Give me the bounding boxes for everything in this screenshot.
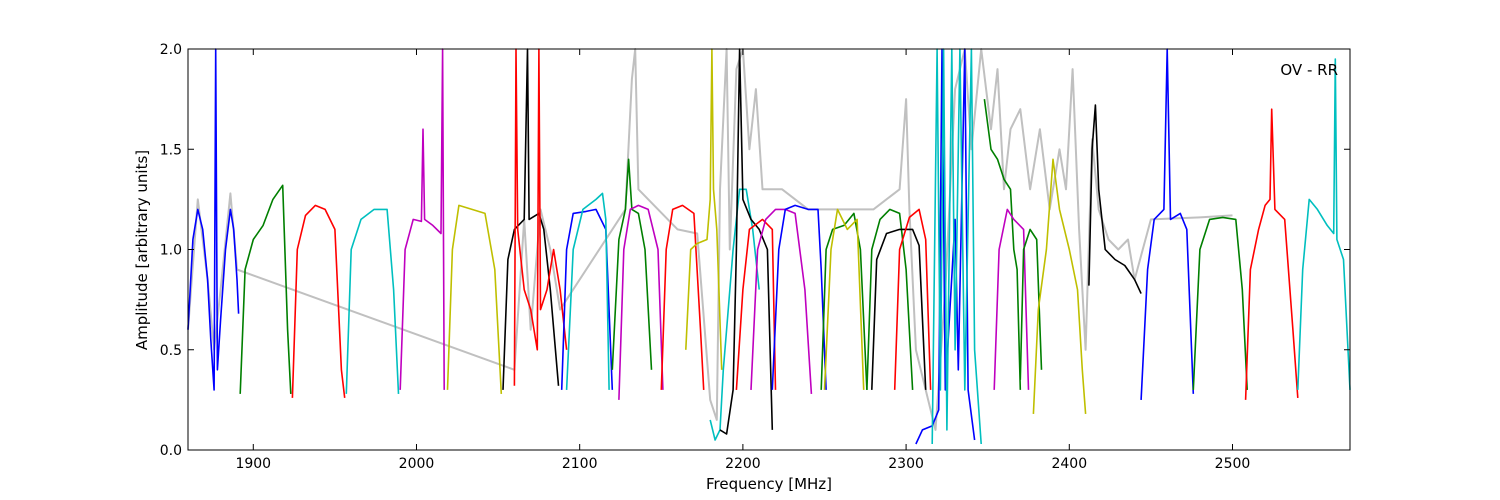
series-line-28: [993, 208, 1030, 390]
x-tick-label: 1900: [235, 456, 271, 472]
series-line-25: [915, 48, 976, 445]
series-line-13: [660, 204, 705, 390]
y-tick-label: 0.0: [160, 443, 182, 459]
series-line-19: [771, 204, 827, 390]
x-axis-label: Frequency [MHz]: [706, 475, 832, 493]
series-line-22: [866, 208, 914, 390]
series-line-21: [823, 208, 865, 390]
series-line-15: [709, 188, 760, 441]
x-tick-label: 2100: [562, 456, 598, 472]
series-line-6: [446, 204, 503, 394]
series-line-3: [291, 204, 346, 398]
series-line-34: [1244, 108, 1299, 400]
y-tick-label: 1.0: [160, 243, 182, 259]
series-line-5: [399, 48, 445, 390]
series-line-16: [719, 48, 774, 435]
y-tick-label: 0.5: [160, 343, 182, 359]
plot-background: [188, 49, 1350, 450]
series-line-27: [983, 98, 1022, 390]
x-tick-label: 2200: [725, 456, 761, 472]
series-line-14: [685, 48, 723, 370]
series-line-4: [345, 208, 400, 394]
chart-annotation: OV - RR: [1280, 61, 1338, 79]
series-line-10: [565, 192, 610, 390]
y-tick-label: 2.0: [160, 42, 182, 58]
series-line-18: [750, 208, 813, 394]
reference-series-line: [187, 48, 1233, 431]
y-tick-label: 1.5: [160, 142, 182, 158]
series-line-11: [611, 158, 653, 370]
series-line-23: [871, 228, 927, 390]
series-line-17: [735, 218, 777, 390]
series-line-7: [502, 48, 560, 390]
series-line-29: [1019, 228, 1043, 380]
series-line-20: [820, 212, 868, 390]
series-line-33: [1192, 216, 1248, 390]
series-line-30: [1032, 158, 1087, 414]
x-tick-label: 2000: [399, 456, 435, 472]
y-axis-label: Amplitude [arbitrary units]: [133, 150, 151, 350]
reference-layer: [187, 48, 1233, 431]
x-tick-label: 2300: [888, 456, 924, 472]
series-line-35: [1297, 58, 1351, 390]
series-line-2: [239, 184, 292, 394]
x-tick-label: 2500: [1215, 456, 1251, 472]
series-line-12: [618, 204, 664, 400]
series-line-8: [513, 48, 568, 386]
tick-layer: 1900 2000 2100 2200 2300 2400 2500 0.0 0.5 1.0 1.5…: [160, 42, 1350, 472]
series-line-24: [893, 208, 932, 390]
series-layer: [187, 48, 1351, 445]
series-line-26: [931, 48, 982, 445]
series-line-31: [1088, 104, 1142, 294]
x-tick-label: 2400: [1051, 456, 1087, 472]
